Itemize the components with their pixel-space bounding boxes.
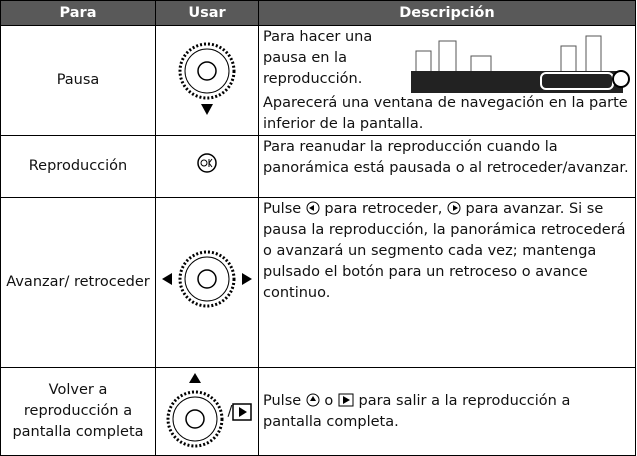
- descripcion-cell: Para hacer una pausa en la reproducción.…: [258, 25, 636, 136]
- playback-button-icon: [338, 393, 354, 407]
- up-button-icon: [306, 393, 320, 407]
- para-cell: Avanzar/ retroceder: [0, 197, 156, 368]
- para-cell: Reproducción: [0, 135, 156, 198]
- description-text: para salir a la reproducción a pantalla …: [263, 393, 571, 430]
- header-cell: Descripción: [258, 0, 636, 26]
- separator-text: /: [227, 403, 233, 419]
- description-text: Pulse: [263, 393, 302, 409]
- playback-button-icon: [232, 402, 253, 421]
- left-button-icon: [306, 201, 320, 215]
- dial-up-icon: [166, 372, 224, 447]
- usar-cell: /: [155, 367, 259, 456]
- dial-down-icon: [178, 42, 236, 115]
- para-cell: Pausa: [0, 25, 156, 136]
- header-cell: Para: [0, 0, 156, 26]
- usar-cell: [155, 197, 259, 368]
- dial-left-right-icon: [162, 250, 252, 308]
- ok-button-icon: [197, 153, 217, 173]
- description-text: para avanzar. Si se pausa la reproducció…: [263, 201, 626, 301]
- usar-cell: [155, 135, 259, 198]
- description-text: Pulse: [263, 201, 302, 217]
- descripcion-cell: Pulse o para salir a la reproducción a p…: [258, 367, 636, 456]
- usar-cell: [155, 25, 259, 136]
- description-text: Para reanudar la reproducción cuando la …: [263, 139, 629, 176]
- header-cell: Usar: [155, 0, 259, 26]
- description-text: Para hacer una pausa en la reproducción.: [263, 29, 373, 87]
- descripcion-cell: Para reanudar la reproducción cuando la …: [258, 135, 636, 198]
- para-cell: Volver a reproducción a pantalla complet…: [0, 367, 156, 456]
- description-text: Aparecerá una ventana de navegación en l…: [263, 95, 628, 132]
- description-text: o: [324, 393, 334, 409]
- descripcion-cell: Pulse para retroceder, para avanzar. Si …: [258, 197, 636, 368]
- right-button-icon: [447, 201, 461, 215]
- description-text: para retroceder,: [324, 201, 443, 217]
- screen-image: [411, 31, 630, 93]
